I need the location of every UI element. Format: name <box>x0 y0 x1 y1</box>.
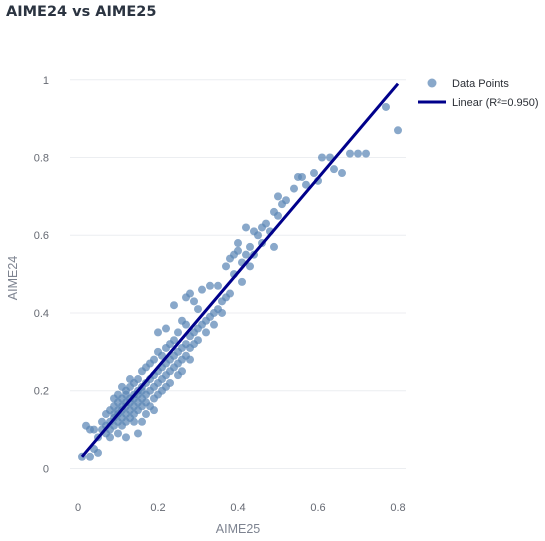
x-tick-label: 0.8 <box>390 502 405 514</box>
data-point <box>270 242 278 251</box>
legend[interactable]: Data Points Linear (R²=0.950) <box>418 78 539 109</box>
data-point <box>190 297 198 306</box>
data-point <box>262 219 270 228</box>
data-point <box>174 328 182 337</box>
data-point <box>178 367 186 376</box>
data-point <box>310 169 318 178</box>
y-tick-label: 0.8 <box>34 153 49 165</box>
data-point <box>142 410 150 419</box>
data-point <box>246 262 254 271</box>
data-point <box>154 328 162 337</box>
legend-label-linear: Linear (R²=0.950) <box>452 97 539 109</box>
legend-label-data-points: Data Points <box>452 78 509 90</box>
data-point <box>234 246 242 255</box>
data-point <box>254 231 262 240</box>
data-point <box>234 239 242 248</box>
data-point <box>194 336 202 345</box>
data-point <box>90 425 98 434</box>
data-point <box>346 149 354 158</box>
data-point <box>246 242 254 251</box>
y-tick-label: 0.6 <box>34 230 49 242</box>
data-point <box>198 285 206 294</box>
data-point <box>166 378 174 387</box>
data-point <box>94 448 102 457</box>
data-point <box>218 308 226 317</box>
data-point <box>162 324 170 333</box>
linear-fit-series <box>80 82 400 458</box>
data-point <box>134 375 142 384</box>
y-axis-title: AIME24 <box>6 256 20 301</box>
data-point <box>86 452 94 461</box>
data-point <box>302 180 310 189</box>
legend-marker-data-points <box>427 78 437 88</box>
data-point <box>338 169 346 178</box>
data-point <box>182 320 190 329</box>
x-tick-label: 0.2 <box>150 502 165 514</box>
data-point <box>330 165 338 174</box>
data-point <box>394 126 402 135</box>
data-point <box>202 328 210 337</box>
data-point <box>354 149 362 158</box>
chart-title: AIME24 vs AIME25 <box>6 4 157 20</box>
data-point <box>194 305 202 314</box>
data-point <box>214 281 222 290</box>
data-point <box>206 281 214 290</box>
x-axis-title: AIME25 <box>216 522 261 536</box>
data-point <box>106 433 114 442</box>
data-point <box>226 289 234 298</box>
data-point <box>242 223 250 232</box>
data-point <box>138 417 146 426</box>
y-tick-label: 1 <box>43 75 49 87</box>
data-point <box>210 320 218 329</box>
data-points-series <box>78 102 402 461</box>
data-point <box>150 406 158 415</box>
data-point <box>242 250 250 259</box>
data-point <box>222 262 230 271</box>
data-point <box>274 192 282 201</box>
data-point <box>170 336 178 345</box>
x-tick-label: 0 <box>75 502 81 514</box>
y-tick-label: 0 <box>43 463 49 475</box>
x-tick-label: 0.6 <box>310 502 325 514</box>
linear-fit-line <box>80 82 400 458</box>
y-tick-label: 0.4 <box>34 308 49 320</box>
data-point <box>186 355 194 364</box>
data-point <box>238 277 246 286</box>
data-point <box>290 184 298 193</box>
data-point <box>170 301 178 310</box>
data-point <box>382 102 390 111</box>
y-axis-ticks: 0 0.2 0.4 0.6 0.8 1 <box>34 75 49 476</box>
data-point <box>282 196 290 205</box>
y-tick-label: 0.2 <box>34 386 49 398</box>
data-point <box>130 417 138 426</box>
data-point <box>134 429 142 438</box>
data-point <box>186 289 194 298</box>
data-point <box>274 211 282 220</box>
x-axis-ticks: 0 0.2 0.4 0.6 0.8 <box>75 502 406 514</box>
data-point <box>114 429 122 438</box>
data-point <box>362 149 370 158</box>
data-point <box>122 433 130 442</box>
data-point <box>298 172 306 181</box>
x-tick-label: 0.4 <box>230 502 245 514</box>
data-point <box>150 355 158 364</box>
data-point <box>318 153 326 162</box>
